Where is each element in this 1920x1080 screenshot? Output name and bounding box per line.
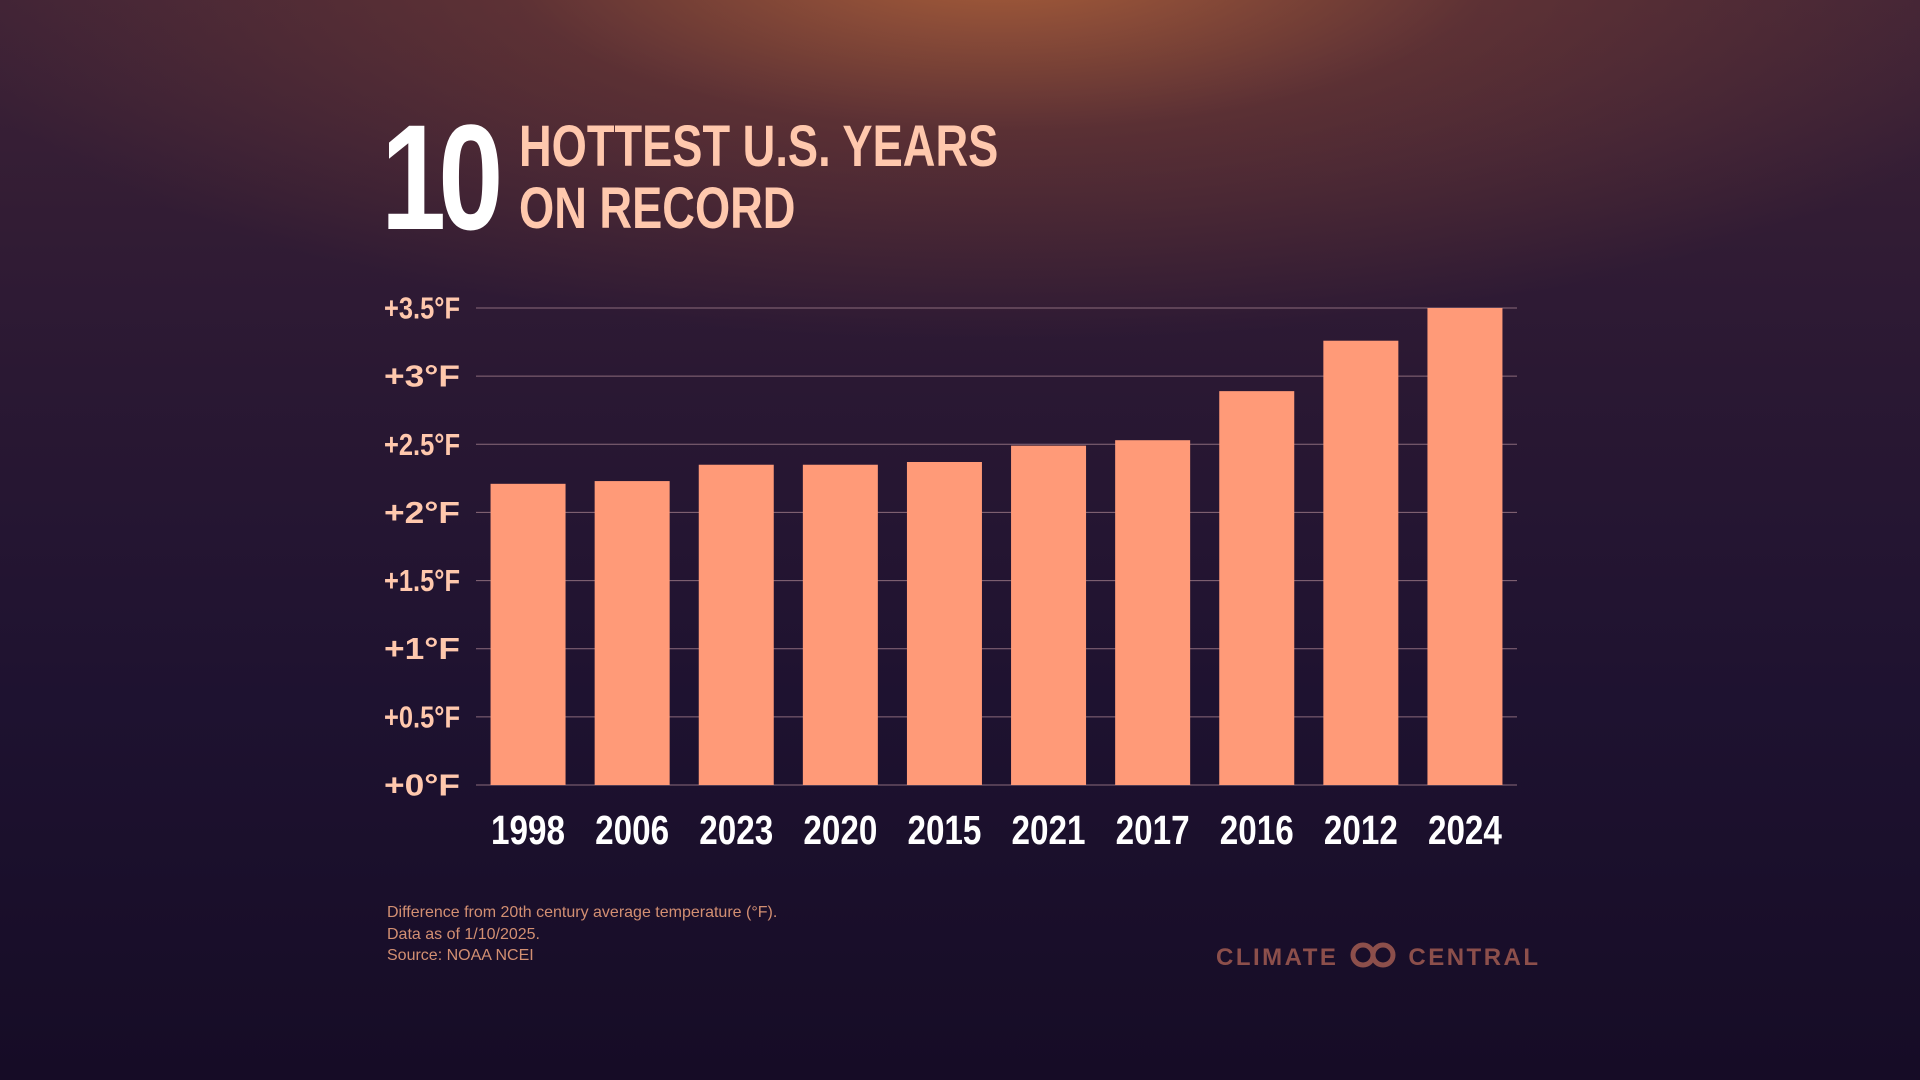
- footnote-source: Source: NOAA NCEI: [387, 947, 534, 964]
- y-tick-label: +2.5°F: [384, 427, 460, 462]
- bar-2024: [1427, 308, 1503, 785]
- bar-2016: [1219, 391, 1295, 785]
- bar-2015: [906, 462, 982, 785]
- bar-2023: [698, 464, 774, 785]
- bar-2012: [1323, 340, 1399, 785]
- x-tick-label-1998: 1998: [491, 807, 565, 853]
- climate-central-logo-icon: [1348, 942, 1398, 975]
- bar-2021: [1011, 445, 1087, 785]
- y-tick-label: +3.5°F: [384, 291, 460, 326]
- y-tick-label: +1°F: [384, 631, 460, 666]
- bars: [490, 308, 1503, 785]
- x-tick-label-2020: 2020: [803, 807, 877, 853]
- y-tick-label: +0.5°F: [384, 699, 460, 734]
- y-tick-label: +0°F: [384, 768, 460, 803]
- footnote-line-2: Data as of 1/10/2025.: [387, 925, 540, 943]
- footnote: Difference from 20th century average tem…: [387, 902, 777, 967]
- bar-2006: [594, 481, 670, 785]
- x-tick-label-2017: 2017: [1116, 807, 1190, 853]
- climate-central-logo: CLIMATE CENTRAL: [1216, 941, 1541, 975]
- title-number: 10: [381, 93, 503, 261]
- title-line-1: HOTTEST U.S. YEARS: [519, 114, 999, 179]
- title-text: HOTTEST U.S. YEARS ON RECORD: [519, 116, 998, 240]
- y-tick-label: +3°F: [384, 359, 460, 394]
- bar-1998: [490, 483, 566, 785]
- y-axis-tick-labels: +0°F +0.5°F +1°F +1.5°F +2°F +2.5°F +3°F +3.5°F: [384, 291, 460, 803]
- footnote-line-1: Difference from 20th century average tem…: [387, 904, 778, 921]
- brand-text-left: CLIMATE: [1216, 944, 1339, 971]
- x-axis-category-labels: 1998 2006 2023 2020 2015 2021 2017 2016 2012 2024: [491, 807, 1502, 853]
- x-tick-label-2012: 2012: [1324, 807, 1398, 853]
- x-tick-label-2015: 2015: [907, 807, 981, 853]
- title-line-2: ON RECORD: [519, 176, 796, 241]
- bar-2020: [802, 464, 878, 785]
- bar-2017: [1115, 440, 1191, 785]
- x-tick-label-2023: 2023: [699, 807, 773, 853]
- y-tick-label: +1.5°F: [384, 563, 460, 598]
- x-tick-label-2016: 2016: [1220, 807, 1294, 853]
- brand-text-right: CENTRAL: [1408, 944, 1541, 971]
- y-tick-label: +2°F: [384, 495, 460, 530]
- x-tick-label-2006: 2006: [595, 807, 669, 853]
- x-tick-label-2024: 2024: [1428, 807, 1502, 853]
- x-tick-label-2021: 2021: [1012, 807, 1086, 853]
